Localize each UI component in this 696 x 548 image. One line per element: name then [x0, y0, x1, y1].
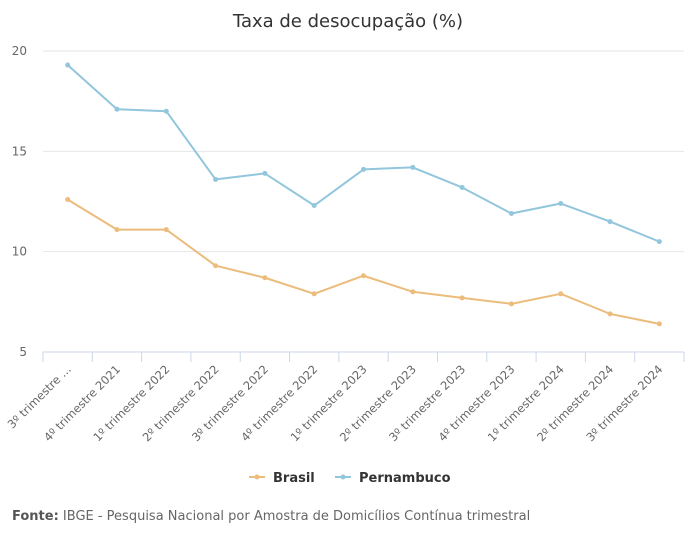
- data-point: [311, 291, 317, 297]
- series-pernambuco: [65, 62, 662, 245]
- data-point: [311, 203, 317, 209]
- data-point: [508, 211, 514, 217]
- grid-lines: [43, 50, 684, 253]
- data-point: [361, 273, 366, 279]
- data-point: [262, 275, 268, 281]
- data-point: [459, 184, 465, 190]
- data-point: [558, 291, 564, 297]
- data-point: [656, 321, 662, 327]
- data-point: [213, 176, 219, 182]
- data-point: [410, 289, 416, 295]
- data-point: [114, 106, 120, 112]
- y-tick-label: 10: [12, 245, 27, 259]
- data-point: [508, 301, 514, 307]
- y-tick-label: 5: [19, 345, 27, 359]
- legend-item-pernambuco[interactable]: Pernambuco: [335, 471, 451, 486]
- chart-title: Taxa de desocupação (%): [232, 11, 463, 32]
- data-point: [163, 227, 169, 233]
- series-line: [66, 64, 661, 243]
- data-point: [262, 170, 268, 176]
- y-tick-label: 20: [12, 44, 27, 58]
- data-point: [607, 311, 613, 317]
- source-text: IBGE - Pesquisa Nacional por Amostra de …: [58, 509, 531, 524]
- series-brasil: [65, 196, 662, 327]
- legend-label: Pernambuco: [359, 471, 451, 486]
- y-tick-label: 15: [12, 144, 27, 158]
- data-point: [65, 62, 71, 68]
- legend-marker-icon: [340, 474, 346, 480]
- data-point: [163, 108, 169, 114]
- data-point: [65, 196, 71, 202]
- data-point: [607, 219, 613, 225]
- series-line: [66, 198, 661, 325]
- data-point: [114, 227, 120, 233]
- legend-marker-icon: [254, 474, 260, 480]
- data-point: [410, 164, 416, 170]
- data-point: [361, 166, 366, 172]
- line-chart: Taxa de desocupação (%) 5 10 15 20 3º trime…: [5, 11, 685, 486]
- data-point: [656, 239, 662, 245]
- series-group: [65, 62, 662, 327]
- source-note: Fonte: IBGE - Pesquisa Nacional por Amos…: [12, 509, 530, 524]
- legend-label: Brasil: [273, 471, 315, 486]
- source-label: Fonte:: [12, 509, 59, 524]
- data-point: [213, 263, 219, 269]
- legend-item-brasil[interactable]: Brasil: [249, 471, 315, 486]
- data-point: [459, 295, 465, 301]
- data-point: [558, 201, 564, 207]
- legend: Brasil Pernambuco: [249, 471, 451, 486]
- y-axis-ticks: 5 10 15 20: [12, 44, 27, 359]
